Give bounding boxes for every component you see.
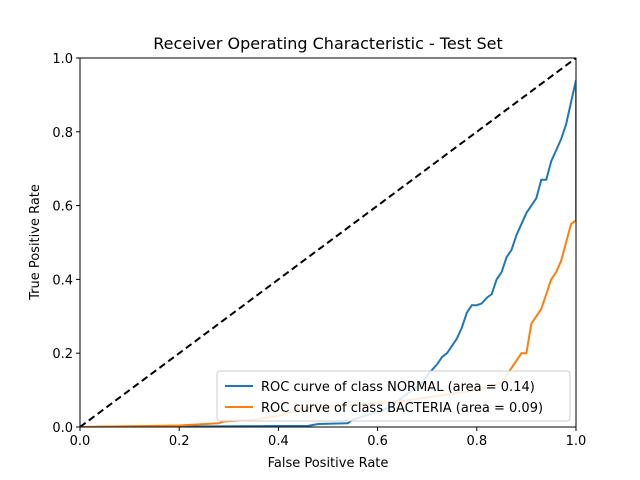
y-tick-label: 0.4	[52, 273, 73, 288]
legend: ROC curve of class NORMAL (area = 0.14) R…	[217, 371, 570, 421]
x-tick-label: 0.0	[70, 434, 91, 449]
y-axis-label: True Positive Rate	[28, 184, 43, 301]
legend-entry: ROC curve of class NORMAL (area = 0.14)	[261, 380, 535, 395]
x-tick-label: 1.0	[566, 434, 587, 449]
y-tick-label: 0.8	[52, 126, 73, 141]
y-tick-label: 0.0	[52, 421, 73, 436]
y-tick-label: 1.0	[52, 52, 73, 67]
legend-entry: ROC curve of class BACTERIA (area = 0.09…	[261, 401, 543, 416]
chart-title: Receiver Operating Characteristic - Test…	[153, 34, 502, 53]
x-tick-label: 0.4	[268, 434, 289, 449]
y-tick-label: 0.6	[52, 200, 73, 215]
x-axis-label: False Positive Rate	[268, 456, 389, 471]
x-tick-label: 0.6	[367, 434, 388, 449]
y-tick-label: 0.2	[52, 347, 73, 362]
x-tick-label: 0.2	[169, 434, 190, 449]
x-tick-label: 0.8	[466, 434, 487, 449]
